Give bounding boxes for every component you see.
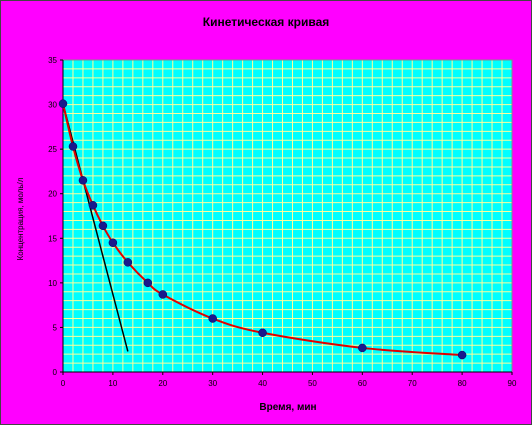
plot-area	[63, 60, 512, 372]
data-point	[78, 176, 88, 185]
x-tick-label: 80	[458, 379, 467, 388]
data-point	[98, 221, 108, 231]
y-tick-label: 5	[53, 323, 58, 332]
y-tick-label: 25	[48, 145, 57, 154]
y-tick-label: 10	[48, 279, 57, 288]
y-tick-label: 15	[48, 234, 57, 243]
y-tick-label: 0	[53, 368, 58, 377]
x-tick-label: 50	[308, 379, 317, 388]
data-point	[143, 278, 153, 288]
data-point	[457, 350, 467, 360]
x-axis-title: Время, мин	[259, 402, 316, 413]
y-axis-title: Концентрация, моль/л	[16, 177, 25, 260]
data-point	[58, 99, 68, 108]
axes	[62, 59, 513, 373]
x-tick-label: 60	[358, 379, 367, 388]
data-points	[58, 99, 467, 360]
data-point	[258, 328, 267, 338]
x-tick-label: 30	[208, 379, 217, 388]
x-tick-label: 0	[61, 379, 66, 388]
y-tick-label: 30	[48, 101, 57, 110]
x-tick-label: 70	[408, 379, 417, 388]
y-tick-label: 35	[48, 56, 57, 65]
data-point	[108, 238, 118, 247]
data-point	[358, 343, 367, 353]
x-tick-label: 90	[508, 379, 517, 388]
data-point	[68, 142, 78, 151]
chart-title: Кинетическая кривая	[203, 15, 330, 29]
data-point	[123, 258, 133, 267]
data-point	[88, 201, 98, 210]
data-point	[158, 290, 168, 299]
x-tick-label: 10	[108, 379, 117, 388]
x-tick-label: 20	[158, 379, 167, 388]
data-point	[208, 314, 217, 323]
grid	[63, 60, 512, 372]
x-tick-label: 40	[258, 379, 267, 388]
y-tick-label: 20	[48, 190, 57, 199]
